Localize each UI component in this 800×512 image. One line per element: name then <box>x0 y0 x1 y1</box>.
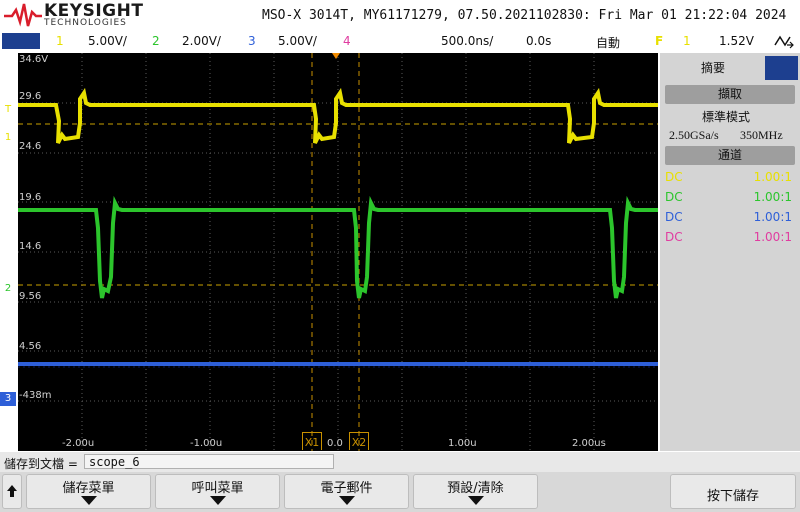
ch1-scale[interactable]: 5.00V/ <box>88 34 127 48</box>
channel-row-2: DC 1.00:1 <box>665 190 792 208</box>
scope-title: MSO-X 3014T, MY61171279, 07.50.202110283… <box>262 8 787 23</box>
ch1-ground-marker[interactable]: 1 <box>4 132 12 143</box>
y-label-4: 19.6 <box>19 192 42 203</box>
tab-summary[interactable]: 摘要 <box>663 56 763 80</box>
y-label-6: 9.56 <box>19 291 42 302</box>
trigger-mode[interactable]: 自動 <box>596 36 621 50</box>
x-label-1: -2.00u <box>62 438 95 449</box>
status-bar: 1 5.00V/ 2 2.00V/ 3 5.00V/ 4 500.0ns/ 0.… <box>0 31 800 51</box>
cursor-x1-label[interactable]: X1 <box>302 432 322 450</box>
y-label-8: -438m <box>19 390 52 401</box>
back-button[interactable] <box>2 474 22 509</box>
keysight-logo: KEYSIGHT TECHNOLOGIES <box>0 0 144 30</box>
default-erase-label: 預設/清除 <box>447 481 504 496</box>
down-arrow-icon <box>338 496 355 505</box>
ch1-coupling: DC <box>665 170 683 184</box>
brand-sub: TECHNOLOGIES <box>44 18 127 28</box>
info-panel: 摘要 擷取 標準模式 2.50GSa/s 350MHz 通道 DC 1.00:1… <box>660 53 800 451</box>
down-arrow-icon <box>467 496 484 505</box>
channel-select-button[interactable] <box>2 33 40 49</box>
x-label-2: -1.00u <box>190 438 223 449</box>
ch1-ratio: 1.00:1 <box>753 170 792 184</box>
brand-name: KEYSIGHT <box>44 1 144 21</box>
ch4-coupling: DC <box>665 230 683 244</box>
press-to-save-softkey[interactable]: 按下儲存 <box>670 474 796 509</box>
channels-header: 通道 <box>665 146 795 165</box>
y-label-7: 4.56 <box>19 341 42 352</box>
cursor-x2-label[interactable]: X2 <box>349 432 369 450</box>
waveform-svg <box>18 53 658 451</box>
x-label-3: 0.0 <box>327 438 343 449</box>
ch2-trace <box>18 195 658 299</box>
down-arrow-icon <box>209 496 226 505</box>
save-menu-softkey[interactable]: 儲存菜單 <box>26 474 151 509</box>
save-bar: 儲存到文檔 = scope_6 <box>0 452 800 472</box>
y-label-2: 29.6 <box>19 91 42 102</box>
run-stop-icon[interactable] <box>773 33 795 49</box>
up-arrow-icon <box>7 485 17 497</box>
ch4-number: 4 <box>343 34 351 48</box>
email-softkey[interactable]: 電子郵件 <box>284 474 409 509</box>
ch3-ground-marker[interactable]: 3 <box>0 392 16 406</box>
trigger-source: 1 <box>683 34 691 48</box>
ch2-coupling: DC <box>665 190 683 204</box>
softkey-bar: 儲存菜單 呼叫菜單 電子郵件 預設/清除 按下儲存 <box>0 472 800 512</box>
trigger-position-marker <box>332 53 340 59</box>
acquire-header: 擷取 <box>665 85 795 104</box>
ch2-number: 2 <box>152 34 160 48</box>
ch3-number: 3 <box>248 34 256 48</box>
ch3-coupling: DC <box>665 210 683 224</box>
channel-row-4: DC 1.00:1 <box>665 230 792 248</box>
delay[interactable]: 0.0s <box>526 34 552 48</box>
email-label: 電子郵件 <box>320 481 373 496</box>
ch2-ground-marker[interactable]: 2 <box>4 283 12 294</box>
keysight-wave-icon <box>4 3 42 27</box>
press-to-save-label: 按下儲存 <box>706 489 759 504</box>
bandwidth: 350MHz <box>740 128 783 142</box>
trigger-level-marker[interactable]: T <box>4 104 12 115</box>
channel-row-3: DC 1.00:1 <box>665 210 792 228</box>
channel-row-1: DC 1.00:1 <box>665 170 792 188</box>
sample-rate: 2.50GSa/s <box>669 128 719 142</box>
default-erase-softkey[interactable]: 預設/清除 <box>413 474 538 509</box>
recall-menu-softkey[interactable]: 呼叫菜單 <box>155 474 280 509</box>
save-to-file-label: 儲存到文檔 = <box>4 457 78 471</box>
ch3-ratio: 1.00:1 <box>753 210 792 224</box>
down-arrow-icon <box>80 496 97 505</box>
x-label-5: 2.00us <box>572 438 606 449</box>
y-label-1: 34.6V <box>19 54 49 65</box>
save-menu-label: 儲存菜單 <box>62 481 115 496</box>
recall-menu-label: 呼叫菜單 <box>191 481 244 496</box>
ch2-ratio: 1.00:1 <box>753 190 792 204</box>
ch2-scale[interactable]: 2.00V/ <box>182 34 221 48</box>
y-label-3: 24.6 <box>19 141 42 152</box>
tab-channel[interactable] <box>765 56 798 80</box>
trigger-edge-icon: F <box>655 34 664 48</box>
y-label-5: 14.6 <box>19 241 42 252</box>
save-filename-field[interactable]: scope_6 <box>84 454 334 469</box>
ch3-scale[interactable]: 5.00V/ <box>278 34 317 48</box>
trigger-level[interactable]: 1.52V <box>719 34 754 48</box>
x-label-4: 1.00u <box>448 438 477 449</box>
waveform-display[interactable] <box>18 53 658 451</box>
ch1-trace <box>18 87 658 144</box>
acquire-mode: 標準模式 <box>702 110 751 124</box>
ch1-number: 1 <box>56 34 64 48</box>
ch4-ratio: 1.00:1 <box>753 230 792 244</box>
timebase[interactable]: 500.0ns/ <box>441 34 494 48</box>
